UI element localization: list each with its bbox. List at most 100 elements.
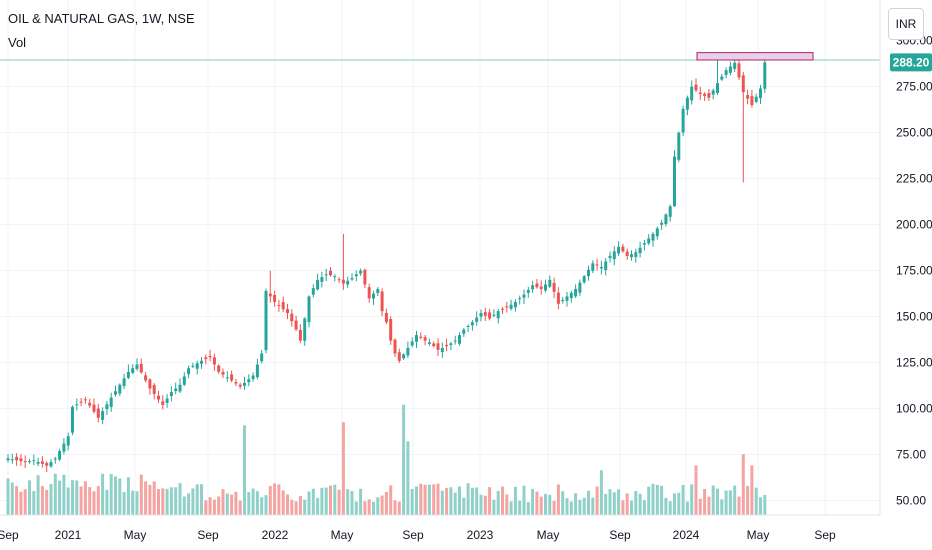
volume-bar	[638, 493, 642, 515]
volume-bar	[36, 475, 40, 515]
currency-button[interactable]: INR	[888, 8, 924, 40]
candle-body	[496, 311, 500, 319]
candle-body	[28, 461, 31, 463]
candle-body	[58, 451, 62, 460]
volume-bar	[612, 492, 616, 515]
candle-body	[204, 357, 208, 359]
volume-bar	[535, 491, 539, 515]
volume-bar	[630, 500, 633, 515]
volume-bar	[234, 491, 238, 515]
candle-body	[449, 343, 453, 346]
volume-bar	[604, 493, 608, 515]
y-tick-label: 150.00	[896, 310, 932, 324]
y-tick-label: 125.00	[896, 356, 932, 370]
candle-body	[569, 292, 573, 299]
volume-bar	[587, 490, 590, 515]
candle-body	[582, 276, 586, 283]
x-tick-label: Sep	[0, 528, 19, 542]
volume-bar	[281, 490, 285, 515]
candle-body	[71, 406, 74, 433]
candle-body	[492, 314, 496, 316]
candle-body	[634, 252, 638, 258]
volume-bar	[204, 500, 208, 515]
candle-body	[195, 363, 199, 369]
volume-bar	[470, 487, 474, 515]
volume-bar	[200, 484, 203, 515]
candle-body	[384, 312, 388, 323]
candle-body	[445, 344, 449, 347]
volume-bar	[144, 481, 148, 515]
candle-body	[612, 251, 616, 260]
candle-body	[440, 347, 444, 353]
candle-body	[354, 274, 358, 277]
candle-body	[19, 458, 23, 462]
volume-bar	[415, 486, 418, 515]
candle-body	[221, 371, 225, 375]
volume-bar	[307, 491, 311, 515]
candle-body	[707, 92, 711, 98]
volume-bar	[436, 483, 440, 515]
volume-bar	[286, 494, 289, 515]
volume-bar	[561, 491, 565, 515]
volume-bar	[703, 489, 707, 515]
volume-bar	[410, 488, 414, 515]
candle-body	[548, 279, 552, 287]
volume-bar	[320, 487, 324, 515]
volume-bar	[105, 489, 109, 515]
candle-body	[316, 279, 320, 290]
candle-body	[277, 305, 281, 307]
candle-body	[397, 352, 401, 361]
candle-body	[505, 306, 509, 308]
volume-bar	[359, 488, 363, 515]
candle-body	[647, 238, 651, 244]
candle-body	[96, 408, 100, 418]
x-tick-label: Sep	[609, 528, 631, 542]
volume-bar	[350, 490, 354, 515]
volume-bar	[53, 473, 57, 515]
candle-body	[475, 317, 479, 322]
x-tick-label: May	[537, 528, 560, 542]
candle-body	[509, 304, 513, 309]
candle-body	[664, 214, 668, 225]
candle-body	[234, 381, 238, 384]
volume-bar	[565, 498, 569, 515]
volume-bar	[634, 491, 638, 515]
candle-body	[565, 296, 569, 301]
candle-body	[462, 329, 466, 334]
volume-bar	[148, 484, 152, 515]
volume-bar	[423, 484, 427, 515]
volume-bar	[526, 502, 530, 515]
candle-body	[139, 364, 143, 373]
candle-body	[685, 97, 689, 110]
candle-body	[298, 329, 302, 341]
volume-bar	[651, 483, 655, 515]
volume-bar	[432, 484, 436, 515]
candle-body	[552, 282, 556, 292]
symbol-title: OIL & NATURAL GAS, 1W, NSE	[8, 11, 195, 26]
volume-bar	[178, 483, 182, 515]
volume-bar	[483, 495, 487, 515]
candle-body	[260, 353, 264, 362]
candle-body	[187, 368, 191, 375]
volume-bar	[298, 496, 302, 515]
candle-body	[320, 277, 324, 282]
candle-body	[92, 404, 96, 412]
x-tick-label: May	[331, 528, 354, 542]
candle-body	[531, 285, 535, 290]
volume-bar	[15, 486, 19, 515]
volume-bar	[268, 486, 272, 515]
volume-bar	[681, 484, 685, 515]
candle-body	[698, 92, 702, 95]
volume-bar	[161, 488, 165, 515]
candle-body	[763, 62, 767, 89]
candle-body	[427, 342, 431, 344]
candle-body	[135, 364, 139, 369]
candle-body	[286, 309, 289, 313]
candle-body	[673, 156, 676, 207]
candle-body	[380, 291, 384, 312]
volume-bar	[225, 493, 229, 515]
volume-bar	[591, 497, 595, 515]
volume-bar	[664, 497, 668, 515]
volume-indicator-label[interactable]: Vol	[8, 35, 27, 50]
